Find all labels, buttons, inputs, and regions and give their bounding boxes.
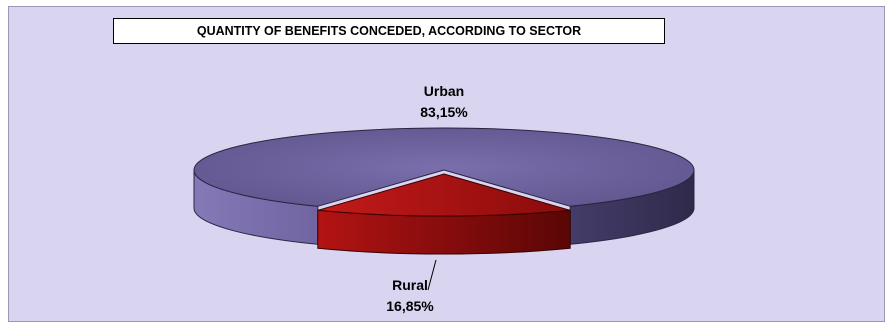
chart-title: QUANTITY OF BENEFITS CONCEDED, ACCORDING… bbox=[113, 18, 665, 44]
label-rural-value: 16,85% bbox=[386, 298, 434, 314]
leader-line-rural bbox=[427, 259, 437, 291]
label-rural-name: Rural bbox=[392, 277, 428, 293]
pie-slice-rural-top bbox=[317, 173, 571, 217]
label-urban-value: 83,15% bbox=[420, 104, 468, 120]
pie-slice-urban bbox=[193, 127, 695, 245]
pie-slice-rural-side bbox=[317, 209, 571, 255]
label-urban-name: Urban bbox=[424, 83, 464, 99]
pie-slice-rural bbox=[317, 173, 571, 255]
pie-slice-urban-top bbox=[193, 127, 695, 207]
